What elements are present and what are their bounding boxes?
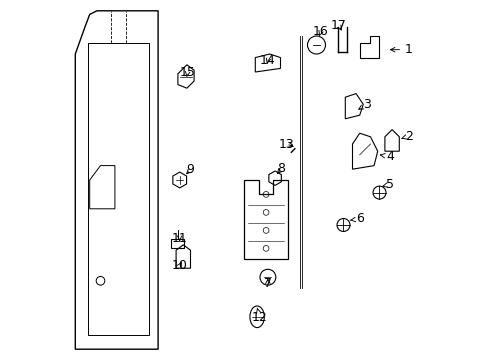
Text: 11: 11 bbox=[171, 232, 187, 245]
Text: 4: 4 bbox=[380, 150, 393, 163]
Text: 5: 5 bbox=[382, 178, 393, 191]
Text: 3: 3 bbox=[358, 98, 370, 111]
Text: 13: 13 bbox=[278, 138, 294, 150]
Text: 16: 16 bbox=[312, 25, 328, 38]
Text: 1: 1 bbox=[390, 43, 412, 56]
Text: 8: 8 bbox=[277, 162, 285, 175]
Text: 2: 2 bbox=[401, 130, 412, 143]
Text: 12: 12 bbox=[252, 308, 267, 324]
Bar bbox=[171, 239, 184, 248]
Text: 10: 10 bbox=[171, 259, 187, 272]
Text: 15: 15 bbox=[179, 66, 195, 78]
Text: 6: 6 bbox=[349, 212, 363, 225]
Text: 17: 17 bbox=[330, 19, 346, 32]
Text: 14: 14 bbox=[260, 54, 275, 67]
Text: 9: 9 bbox=[186, 163, 194, 176]
Text: 7: 7 bbox=[264, 277, 271, 290]
